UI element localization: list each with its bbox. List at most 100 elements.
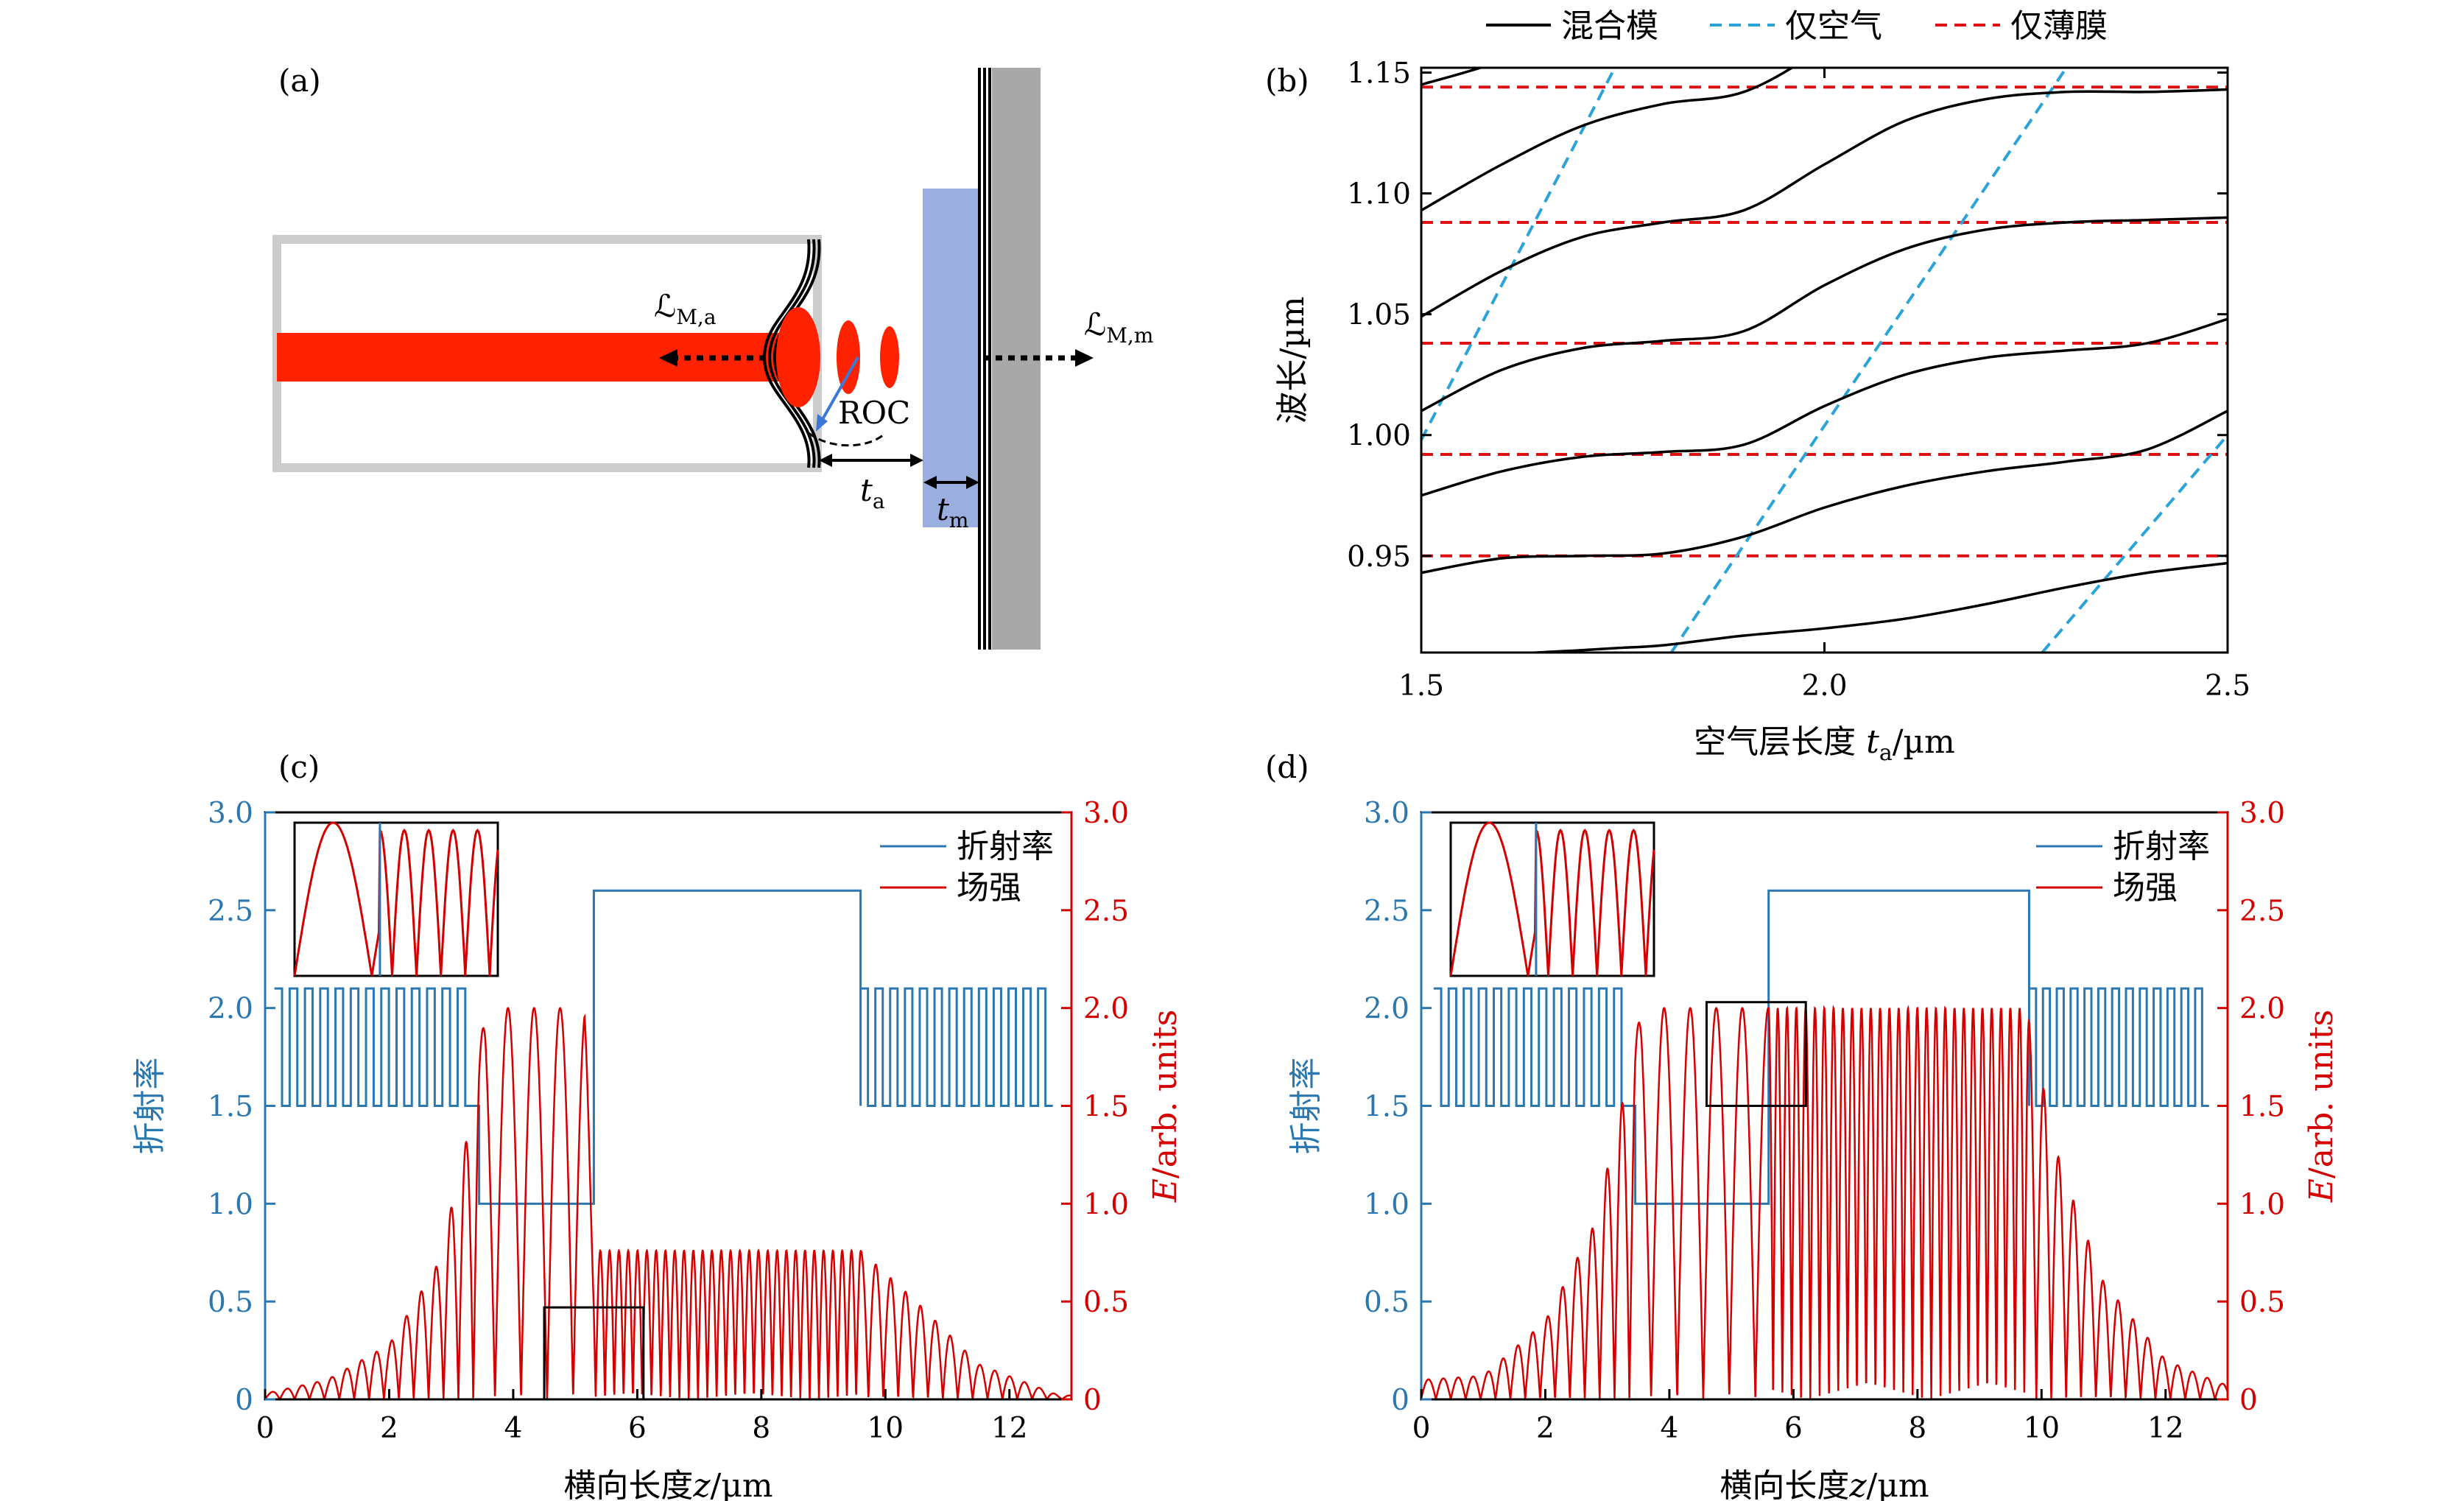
y-tick-label-left: 2.0 — [1364, 993, 1409, 1026]
legend-label: 场强 — [2113, 869, 2178, 907]
x-axis-title-var: z — [1848, 1467, 1867, 1501]
y-tick-label: 1.05 — [1347, 299, 1411, 332]
legend-label: 仅薄膜 — [2010, 7, 2108, 45]
label-roc: ROC — [838, 395, 910, 431]
y-tick-label: 1.10 — [1347, 178, 1411, 211]
y-tick-label-left: 0 — [235, 1384, 253, 1417]
y-tick-label: 0.95 — [1347, 541, 1411, 574]
loss-arrow-film-head — [1075, 349, 1094, 367]
x-tick-label: 4 — [1661, 1412, 1679, 1445]
x-tick-label: 8 — [752, 1412, 770, 1445]
zoom-box — [543, 1306, 645, 1399]
x-tick-label: 2.5 — [2205, 669, 2250, 703]
refractive-index-line — [1433, 889, 2209, 1205]
x-tick-label: 4 — [504, 1412, 523, 1445]
mixed-mode-curve — [1516, 561, 2228, 653]
x-tick-label: 1.5 — [1398, 669, 1444, 703]
axes: 1.5 2.0 2.5 0.95 1.00 1.05 1.10 1.15 空气层长度 ta/µm… — [1274, 57, 2250, 766]
roc-arrow — [817, 356, 859, 426]
legend-label: 混合模 — [1561, 7, 1658, 45]
panel-d: (d) 0 2 4 6 8 10 120 00.5 0.51.0 1.01.5 1.52.0 2.02… — [1265, 749, 2340, 1501]
legend-label: 仅空气 — [1785, 7, 1882, 45]
y-tick-label-right: 3.0 — [2239, 797, 2285, 830]
mode-lobe — [837, 320, 860, 394]
roc-arc — [808, 432, 885, 447]
y-tick-label-left: 1.5 — [208, 1091, 253, 1124]
y-tick-label-right: 1.0 — [1083, 1188, 1129, 1221]
x-axis-title-unit: /µm — [711, 1467, 773, 1501]
y-tick-label-left: 2.0 — [208, 993, 253, 1026]
x-axis-title-text: 横向长度 — [563, 1467, 693, 1501]
legend-label: 折射率 — [2113, 828, 2210, 865]
x-tick-label: 8 — [1908, 1412, 1926, 1445]
y-tick-label-left: 0.5 — [208, 1286, 253, 1319]
x-tick-label: 10 — [2023, 1412, 2060, 1445]
x-tick-label: 6 — [1784, 1412, 1803, 1445]
y-axis-title-left: 折射率 — [131, 1058, 169, 1155]
axes: 0 2 4 6 8 10 120 00.5 0.51.0 1.01.5 1.52.0 2.02.5 2.… — [131, 797, 1184, 1501]
x-tick-label: 2 — [380, 1412, 398, 1445]
x-tick-label: 10 — [867, 1412, 904, 1445]
label-tm: tm — [937, 491, 968, 532]
mixed-mode-curve — [1421, 216, 2228, 412]
y-tick-label-right: 1.5 — [2239, 1091, 2285, 1124]
y-tick-label-left: 3.0 — [1364, 797, 1409, 830]
series-group — [1421, 889, 2228, 1399]
y-tick-label-left: 3.0 — [208, 797, 253, 830]
mixed-mode-curve — [1421, 68, 1795, 212]
air-only-line — [2041, 434, 2228, 653]
y-tick-label-left: 1.0 — [1364, 1188, 1409, 1221]
y-tick-label-right: 2.5 — [1083, 895, 1129, 928]
x-tick-label: 2 — [1536, 1412, 1555, 1445]
mixed-mode-curve — [1421, 68, 1485, 86]
field-intensity-line — [265, 1007, 1071, 1399]
y-tick-label-left: 2.5 — [1364, 895, 1409, 928]
y-tick-label-right: 1.0 — [2239, 1188, 2285, 1221]
dimension-ta-head — [819, 454, 832, 467]
x-axis-title-unit: /µm — [1893, 723, 1955, 761]
x-tick-label: 6 — [628, 1412, 647, 1445]
y-tick-label-right: 1.5 — [1083, 1091, 1129, 1124]
mode-lobe — [880, 326, 899, 388]
roc-arrow-head — [816, 414, 828, 432]
x-axis-title-sub: a — [1879, 740, 1893, 766]
y-tick-label-right: 0.5 — [1083, 1286, 1129, 1319]
panel-a: (a) ℒM,a ℒM,m ROC — [272, 63, 1153, 650]
y-axis-title-right-var: E — [2303, 1178, 2340, 1203]
fiber-core — [277, 333, 785, 382]
y-tick-label-right: 0 — [2239, 1384, 2258, 1417]
plot-area — [1421, 889, 2228, 1399]
axes: 0 2 4 6 8 10 120 00.5 0.51.0 1.01.5 1.52.0 2.02.5 2.… — [1287, 797, 2340, 1501]
inset-field-line — [1449, 821, 1655, 977]
panel-a-label: (a) — [278, 63, 321, 99]
x-axis-title: 横向长度z/µm — [563, 1467, 772, 1501]
y-tick-label-left: 1.0 — [208, 1188, 253, 1221]
concave-mirror-layer — [773, 239, 821, 468]
y-axis-title-right-var: E — [1147, 1178, 1184, 1203]
legend-label: 折射率 — [957, 828, 1054, 865]
field-intensity-line — [1421, 1004, 2228, 1399]
y-tick-label: 1.15 — [1347, 57, 1411, 91]
series-group — [265, 889, 1071, 1399]
y-axis-title-left: 折射率 — [1287, 1058, 1325, 1155]
plot-area — [1421, 68, 2228, 653]
series-group — [1421, 68, 2228, 653]
x-axis-title-text: 空气层长度 — [1694, 723, 1866, 761]
plot-frame — [1420, 66, 2229, 654]
y-axis-title-right-unit: /arb. units — [1147, 1010, 1184, 1178]
dimension-tm-head — [966, 476, 979, 489]
y-tick-label: 1.00 — [1347, 420, 1411, 453]
panel-b-label: (b) — [1265, 63, 1309, 99]
y-tick-label-left: 2.5 — [208, 895, 253, 928]
mixed-mode-curve — [1421, 409, 2228, 574]
panel-b: (b) 混合模 仅空气 仅薄膜 1.5 2.0 2.50.951.001.051.101… — [1265, 7, 2250, 766]
loss-arrow-air-head — [659, 349, 677, 367]
mode-lobe — [776, 307, 820, 407]
concave-mirror — [768, 239, 816, 468]
legend-label: 场强 — [957, 869, 1021, 907]
y-tick-label-right: 0.5 — [2239, 1286, 2285, 1319]
y-axis-title-right: E/arb. units — [1147, 1010, 1184, 1203]
y-tick-label-right: 3.0 — [1083, 797, 1129, 830]
air-only-line — [1669, 68, 2068, 653]
